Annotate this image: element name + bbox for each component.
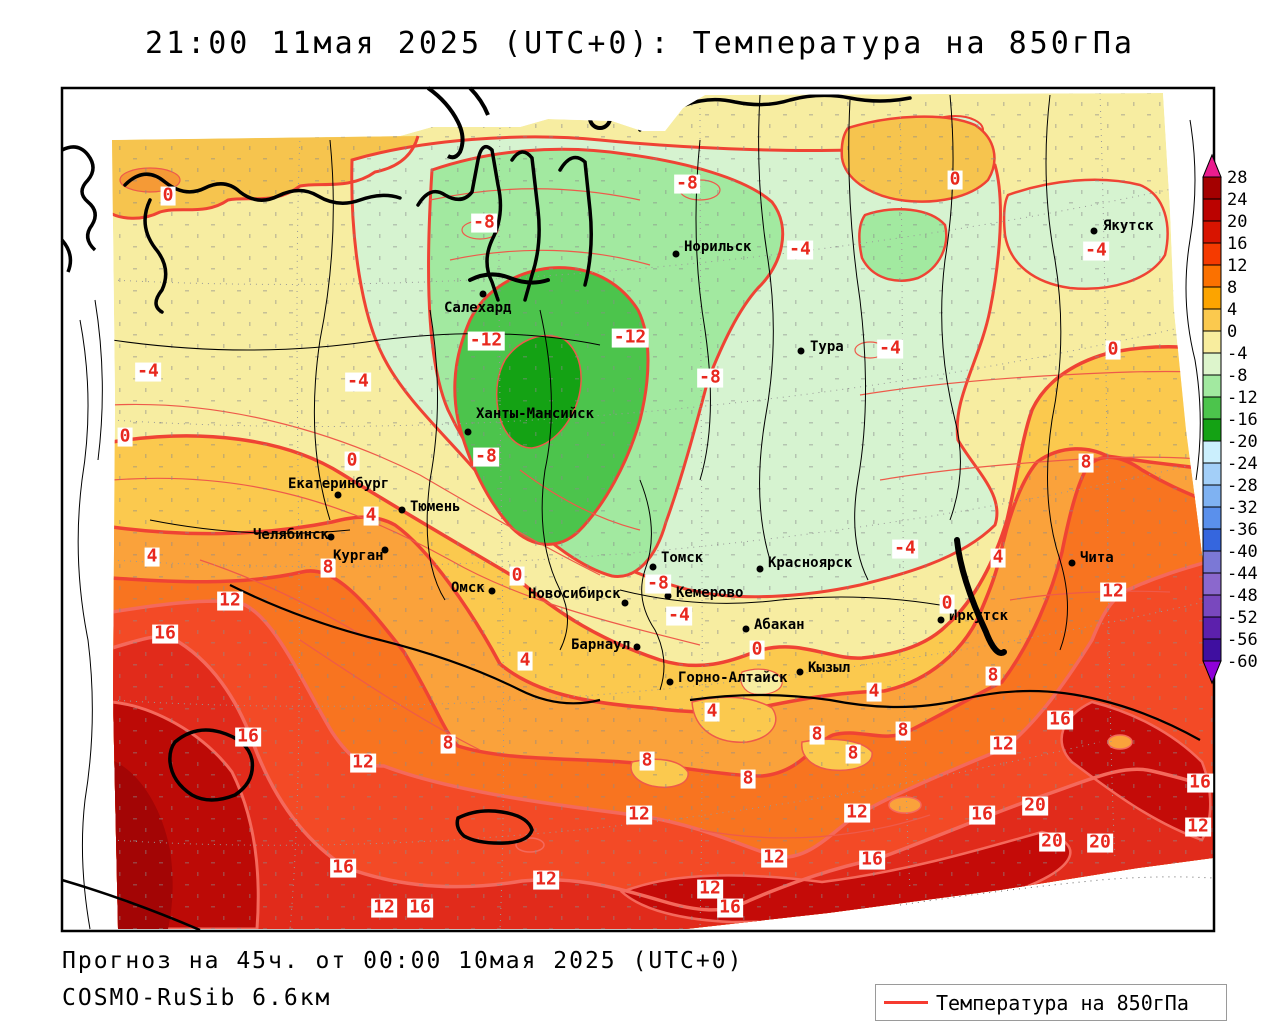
colorbar-tick-label: -36	[1227, 520, 1258, 540]
colorbar-cell	[1202, 396, 1222, 420]
colorbar-tick-label: 16	[1227, 234, 1247, 254]
colorbar-tick-label: -48	[1227, 586, 1258, 606]
colorbar-cell	[1202, 462, 1222, 486]
colorbar-cell	[1202, 352, 1222, 376]
colorbar-cell	[1202, 572, 1222, 596]
colorbar-tick-label: -60	[1227, 652, 1258, 672]
colorbar-cell	[1202, 594, 1222, 618]
colorbar-cell	[1202, 220, 1222, 244]
colorbar-tick-label: -52	[1227, 608, 1258, 628]
temperature-colorbar: 2824201612840-4-8-12-16-20-24-28-32-36-4…	[1202, 153, 1258, 685]
colorbar-cell	[1202, 440, 1222, 464]
page-title: 21:00 11мая 2025 (UTC+0): Температура на…	[145, 26, 1135, 61]
colorbar-cell	[1202, 418, 1222, 442]
colorbar-tick-label: -16	[1227, 410, 1258, 430]
colorbar-cell	[1202, 308, 1222, 332]
colorbar-cell	[1202, 242, 1222, 266]
colorbar-tick-label: 4	[1227, 300, 1237, 320]
model-info: COSMO-RuSib 6.6км	[62, 985, 332, 1011]
colorbar-above-range-arrow	[1202, 153, 1222, 178]
colorbar-cell	[1202, 484, 1222, 508]
colorbar-tick-label: -4	[1227, 344, 1247, 364]
colorbar-tick-label: 20	[1227, 212, 1247, 232]
colorbar-tick-label: -32	[1227, 498, 1258, 518]
colorbar-tick-label: -40	[1227, 542, 1258, 562]
colorbar-tick-label: -12	[1227, 388, 1258, 408]
colorbar-tick-label: -56	[1227, 630, 1258, 650]
colorbar-cell	[1202, 528, 1222, 552]
colorbar-cell	[1202, 374, 1222, 398]
colorbar-cell	[1202, 506, 1222, 530]
colorbar-tick-label: 12	[1227, 256, 1247, 276]
colorbar-cell	[1202, 286, 1222, 310]
colorbar-cell	[1202, 638, 1222, 662]
legend: Температура на 850гПа	[875, 984, 1227, 1021]
legend-label: Температура на 850гПа	[936, 990, 1189, 1015]
colorbar-cell	[1202, 330, 1222, 354]
colorbar-cell	[1202, 198, 1222, 222]
colorbar-tick-label: 0	[1227, 322, 1237, 342]
colorbar-tick-label: -8	[1227, 366, 1247, 386]
colorbar-cell	[1202, 616, 1222, 640]
colorbar-tick-label: 28	[1227, 168, 1247, 188]
colorbar-cell	[1202, 176, 1222, 200]
colorbar-cell	[1202, 550, 1222, 574]
model-domain	[112, 93, 1213, 929]
colorbar-tick-label: 24	[1227, 190, 1247, 210]
colorbar-tick-label: -20	[1227, 432, 1258, 452]
forecast-info: Прогноз на 45ч. от 00:00 10мая 2025 (UTC…	[62, 948, 744, 974]
colorbar-tick-label: 8	[1227, 278, 1237, 298]
colorbar-tick-label: -44	[1227, 564, 1258, 584]
margin-coastlines	[60, 86, 1214, 932]
colorbar-cell	[1202, 264, 1222, 288]
legend-line-sample	[884, 1001, 928, 1004]
colorbar-tick-label: -28	[1227, 476, 1258, 496]
colorbar-tick-label: -24	[1227, 454, 1258, 474]
colorbar-below-range-arrow	[1202, 660, 1222, 685]
